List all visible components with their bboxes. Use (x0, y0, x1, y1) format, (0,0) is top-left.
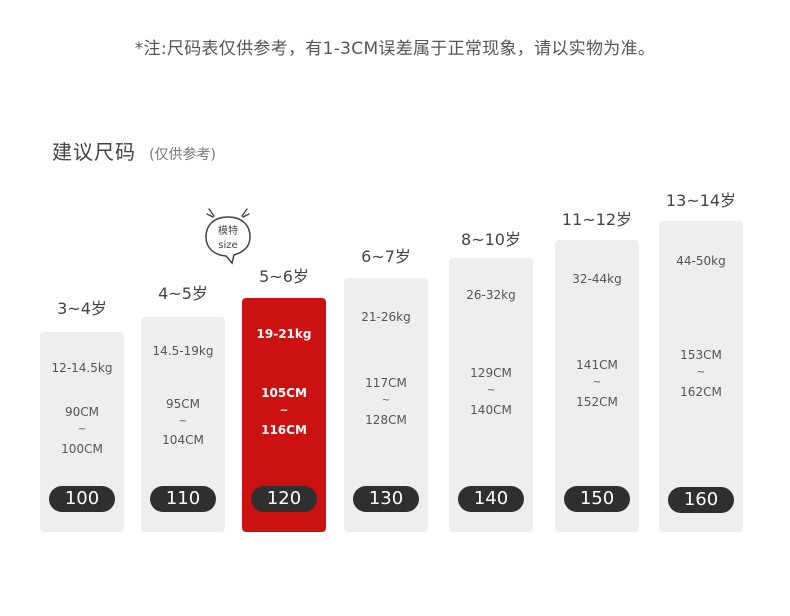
height-from: 105CM (261, 386, 307, 400)
height-separator: ~ (381, 395, 391, 406)
size-disclaimer-note: *注:尺码表仅供参考，有1-3CM误差属于正常现象，请以实物为准。 (134, 39, 656, 59)
size-badge: 100 (49, 486, 115, 512)
height-to: 152CM (576, 395, 618, 409)
height-separator: ~ (486, 385, 496, 396)
age-label: 5~6岁 (259, 267, 309, 286)
age-label: 3~4岁 (57, 299, 107, 318)
size-chart-heading: 建议尺码 (仅供参考) (52, 136, 216, 165)
age-label: 6~7岁 (361, 247, 411, 266)
height-to: 162CM (680, 385, 722, 399)
height-from: 153CM (680, 348, 722, 362)
height-from: 95CM (165, 397, 200, 411)
height-from: 129CM (470, 366, 512, 380)
weight-range: 14.5-19kg (152, 344, 214, 358)
weight-range: 19-21kg (256, 327, 312, 341)
size-card[interactable]: 21-26kg 117CM ~ 128CM 130 (344, 278, 428, 532)
size-chart-title: 建议尺码 (52, 140, 136, 164)
size-column-160: 13~14岁 44-50kg 153CM ~ 162CM 160 (659, 184, 743, 532)
height-separator: ~ (178, 416, 188, 427)
size-column-130: 6~7岁 21-26kg 117CM ~ 128CM 130 (344, 240, 428, 532)
height-to: 140CM (470, 403, 512, 417)
model-tag-line2: size (218, 240, 238, 251)
size-column-140: 8~10岁 26-32kg 129CM ~ 140CM 140 (449, 222, 533, 532)
height-separator: ~ (592, 377, 602, 388)
height-to: 128CM (365, 413, 407, 427)
size-badge: 110 (150, 486, 216, 512)
size-card-selected[interactable]: 19-21kg 105CM ~ 116CM 120 (242, 298, 326, 532)
size-column-110: 4~5岁 14.5-19kg 95CM ~ 104CM 110 (141, 278, 225, 532)
size-badge: 160 (668, 487, 734, 513)
height-separator: ~ (279, 405, 289, 416)
model-size-tag: 模特 size (200, 203, 256, 269)
size-card[interactable]: 44-50kg 153CM ~ 162CM 160 (659, 221, 743, 532)
age-label: 4~5岁 (158, 284, 208, 303)
size-badge: 120 (251, 486, 317, 512)
size-card[interactable]: 12-14.5kg 90CM ~ 100CM 100 (40, 332, 124, 532)
height-separator: ~ (696, 367, 706, 378)
size-column-150: 11~12岁 32-44kg 141CM ~ 152CM 150 (555, 202, 639, 532)
size-card[interactable]: 26-32kg 129CM ~ 140CM 140 (449, 258, 533, 532)
weight-range: 44-50kg (676, 254, 726, 268)
size-column-100: 3~4岁 12-14.5kg 90CM ~ 100CM 100 (40, 290, 124, 532)
height-from: 90CM (64, 405, 99, 419)
height-to: 116CM (261, 423, 307, 437)
height-separator: ~ (77, 424, 87, 435)
height-from: 141CM (576, 358, 618, 372)
height-to: 100CM (61, 442, 103, 456)
weight-range: 12-14.5kg (51, 361, 113, 375)
size-column-120: 5~6岁 19-21kg 105CM ~ 116CM 120 (242, 262, 326, 532)
weight-range: 21-26kg (361, 310, 411, 324)
size-chart-subtitle: (仅供参考) (149, 147, 217, 163)
size-card[interactable]: 32-44kg 141CM ~ 152CM 150 (555, 240, 639, 532)
size-badge: 150 (564, 486, 630, 512)
height-from: 117CM (365, 376, 407, 390)
size-badge: 130 (353, 486, 419, 512)
speech-bubble-icon (205, 208, 251, 265)
weight-range: 32-44kg (572, 272, 622, 286)
weight-range: 26-32kg (466, 288, 516, 302)
height-to: 104CM (162, 433, 204, 447)
size-badge: 140 (458, 486, 524, 512)
age-label: 13~14岁 (665, 191, 737, 210)
size-card[interactable]: 14.5-19kg 95CM ~ 104CM 110 (141, 317, 225, 532)
model-tag-line1: 模特 (218, 226, 238, 237)
age-label: 11~12岁 (561, 210, 633, 229)
age-label: 8~10岁 (461, 230, 521, 249)
